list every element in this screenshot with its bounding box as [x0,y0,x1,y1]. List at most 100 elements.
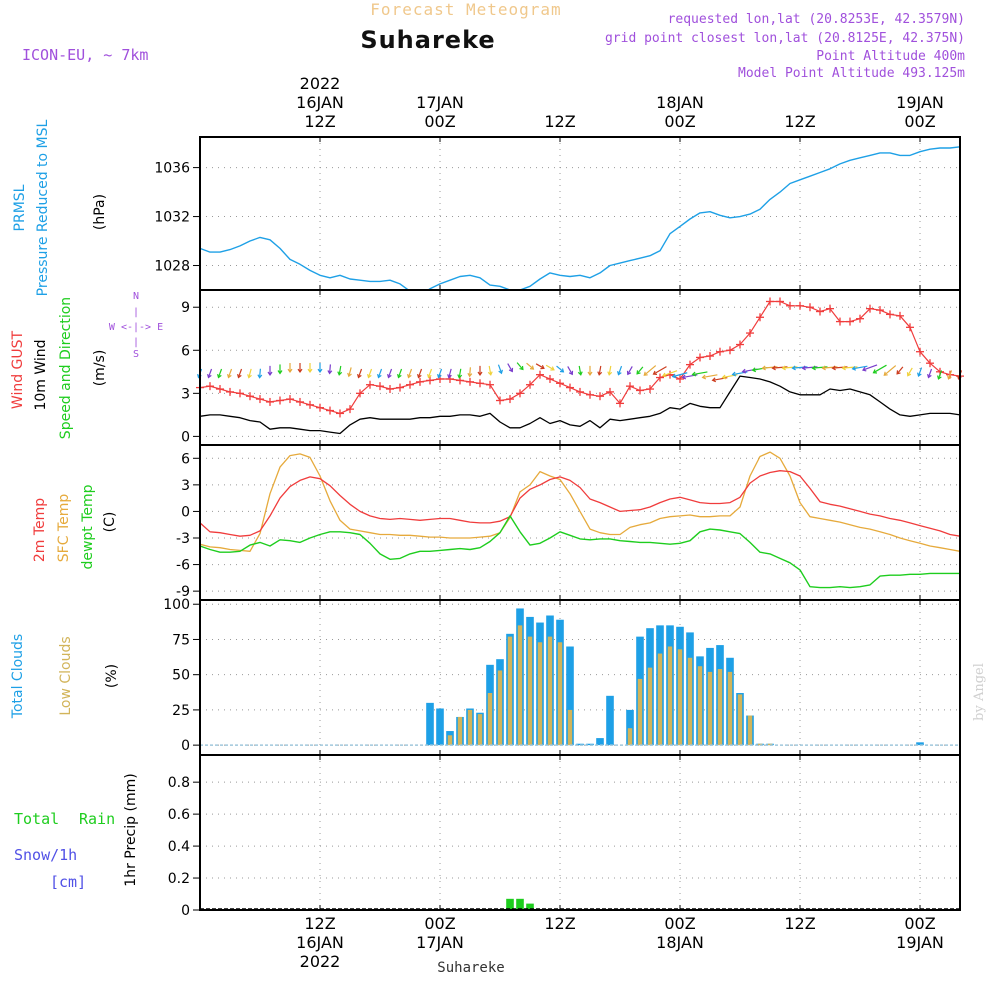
precip-snow-label: Snow/1h [14,846,77,864]
top-time-label: 12Z [304,112,335,131]
wind-arrow-head [701,374,707,380]
wind-arrow-shaft [762,366,778,369]
low-clouds-bar [517,625,523,746]
total-clouds-bar [426,702,434,746]
wind-arrow-head [741,368,747,374]
y-tick-label: 0.4 [168,839,190,855]
top-time-label: 00Z [664,112,695,131]
wind-arrow-head [771,365,776,371]
wind-arrow-shaft [507,363,513,372]
wind-arrow-head [872,369,878,374]
wind-arrow-shaft [812,366,828,369]
wind-arrow-head [347,372,352,378]
wind-arrow-shaft [397,368,403,378]
wind-arrow-shaft [248,368,252,378]
wind-arrow-head [307,368,313,374]
wind-arrow-shaft [259,368,261,378]
precip-bar [516,898,524,910]
wind-arrow-head [447,374,452,379]
low-clouds-bar [457,716,463,746]
wind-arrow-head [427,373,432,379]
y-tick-label: 9 [181,300,190,316]
wind-arrow-shaft [937,370,943,380]
wind-arrow-shaft [702,374,718,379]
compass-lower-stem: | [133,337,139,348]
low-clouds-bar [657,653,663,746]
wind-arrow-head [417,373,422,379]
pressure-unit: (hPa) [92,194,108,230]
bottom-time-label: 00Z [424,914,455,933]
wind-arrow-head [559,368,565,373]
wind-arrow-head [377,373,382,379]
gust-label: Wind GUST [10,330,26,409]
total-clouds-bar [566,646,574,746]
precip-bar [506,898,514,910]
panel-background [200,137,960,290]
y-tick-label: 75 [172,632,190,648]
top-time-label: 00Z [424,112,455,131]
wind-arrow-head [577,371,583,376]
wind-arrow-head [662,372,667,378]
y-tick-label: 0.6 [168,807,190,823]
grid-point-coords: grid point closest lon,lat (20.8125E, 42… [605,31,965,46]
low-clouds-bar [467,709,473,746]
top-time-label: 19JAN [896,93,944,112]
wind-arrow-shaft [377,368,383,378]
wind-arrow-head [498,369,503,375]
wind-arrow-head [568,370,574,376]
wind-arrow-shaft [896,366,904,375]
precipitation-panel: 0 0.2 0.4 0.6 0.8 [168,754,961,919]
low-clouds-bar [677,649,683,746]
compass-north: N [133,291,139,302]
wind-arrow-head [317,368,323,374]
wind-arrow-head [337,371,343,376]
precip-total-label: Total [14,810,59,828]
top-time-label: 12Z [784,112,815,131]
wind-arrow-shaft [883,365,897,376]
bottom-time-label: 12Z [304,914,335,933]
wind-arrow-head [529,365,535,370]
low-clouds-bar [537,642,543,746]
wind-arrow-head [467,372,473,378]
wind-arrow-head [652,370,658,375]
wind-arrow-head [801,365,806,371]
wind-arrow-head [917,372,922,377]
wind-arrow-head [681,374,687,380]
wind-arrow-head [821,365,826,371]
wind-arrow-shaft [643,365,657,376]
wind-arrow-head [508,367,514,373]
low-clouds-bar [507,636,513,746]
wind-arrow-shaft [448,368,452,378]
precip-rain-label: Rain [79,810,115,828]
low-clouds-bar [697,666,703,746]
top-time-label: 18JAN [656,93,704,112]
compass-west-east: W <-|-> E [109,322,163,333]
total-clouds-bar [916,742,924,746]
wind-arrow-head [297,368,303,374]
wind-arrow-head [237,373,242,379]
wind-arrow-head [540,364,545,370]
bottom-time-label: 12Z [784,914,815,933]
wind-arrow-head [617,371,622,376]
total-clouds-label: Total Clouds [10,634,26,719]
wind-arrow-shaft [367,368,373,378]
wind-arrow-shaft [338,365,342,375]
wind-arrow-shaft [578,365,582,375]
wind-arrow-shaft [653,366,667,375]
wind-arrow-head [883,371,888,376]
wind-arrow-head [671,373,677,379]
wind-arrow-shaft [947,370,953,380]
wind-arrow-shaft [598,365,602,375]
watermark: by Angel [972,663,987,721]
wind-arrow-head [947,375,952,380]
wind-arrow-shaft [832,366,848,369]
low-clouds-bar [567,709,573,746]
total-clouds-bar [436,708,444,746]
wind-arrow-shaft [407,368,413,378]
bottom-time-label: 12Z [544,914,575,933]
total-clouds-bar [626,709,634,746]
bottom-time-label: 18JAN [656,933,704,952]
y-tick-label: -6 [176,558,190,574]
dewpoint-line [199,515,960,589]
